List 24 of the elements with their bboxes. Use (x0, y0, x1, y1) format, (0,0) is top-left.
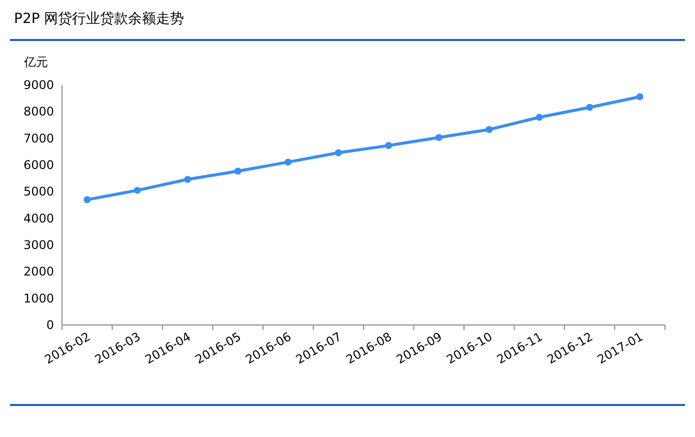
point (184, 176, 192, 183)
y-tick-label: 2000 (23, 264, 54, 279)
point (385, 142, 392, 150)
point (486, 126, 493, 134)
point (234, 168, 242, 175)
point (435, 134, 442, 142)
y-tick-label: 6000 (23, 158, 54, 172)
y-tick-label: 4000 (23, 211, 54, 226)
chart-title: P2P 网贷行业贷款余额走势 (14, 11, 184, 27)
y-tick-label: 8000 (23, 104, 54, 119)
point (284, 158, 292, 166)
y-axis-title: 亿元 (23, 55, 48, 69)
point (84, 196, 91, 204)
point (586, 104, 594, 111)
y-tick-label: 0 (46, 318, 54, 332)
point (636, 93, 644, 100)
y-tick-label: 7000 (23, 131, 54, 146)
point (134, 186, 141, 194)
y-tick-label: 5000 (23, 184, 54, 199)
y-tick-label: 1000 (23, 291, 54, 306)
point (536, 114, 543, 121)
y-tick-label: 9000 (23, 78, 54, 92)
point (334, 149, 342, 156)
y-tick-label: 3000 (23, 238, 54, 252)
